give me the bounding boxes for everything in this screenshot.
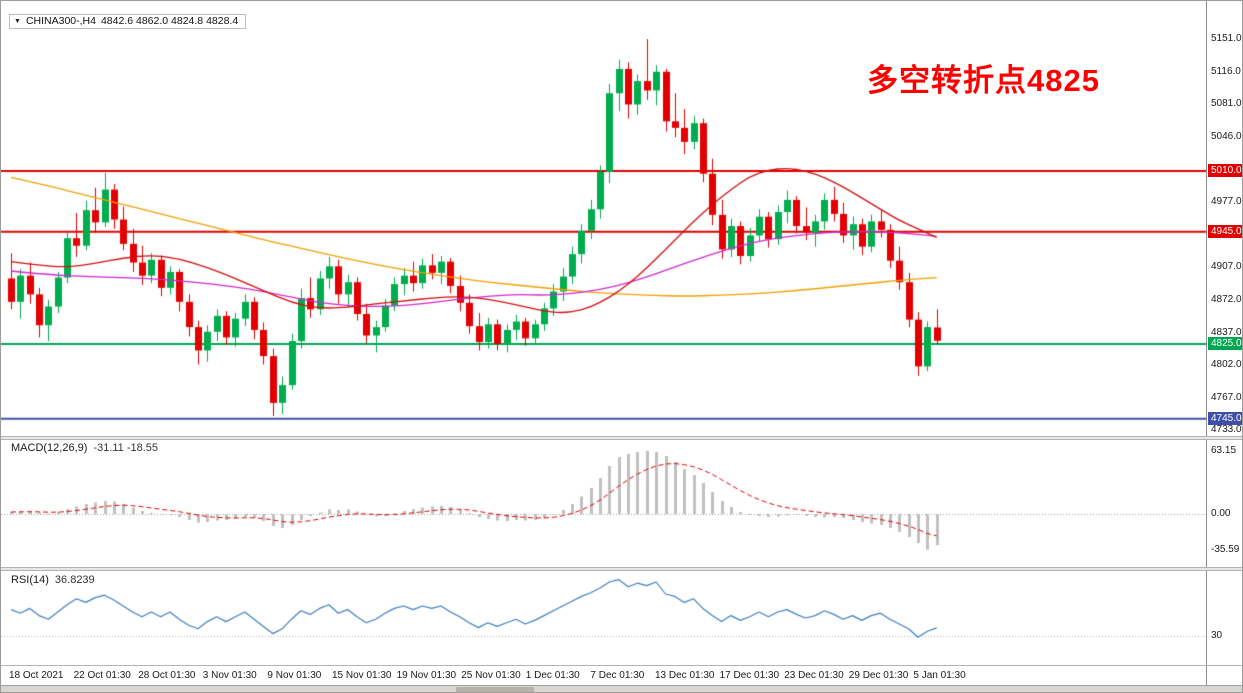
- price-level-badge: 5010.0: [1208, 163, 1242, 177]
- price-axis-label: 4977.0: [1211, 195, 1242, 207]
- macd-axis-label: 63.15: [1211, 444, 1237, 456]
- time-axis-label: 23 Dec 01:30: [784, 670, 844, 681]
- price-level-badge: 4825.0: [1208, 336, 1242, 350]
- horizontal-scrollbar[interactable]: [1, 685, 1242, 692]
- macd-current-values: -31.11 -18.55: [93, 442, 159, 454]
- symbol-info-bar[interactable]: ▼ CHINA300-,H4 4842.6 4862.0 4824.8 4828…: [9, 14, 247, 29]
- macd-axis-label: -35.59: [1211, 543, 1240, 555]
- price-axis-label: 4872.0: [1211, 293, 1242, 305]
- time-axis-separator: [1, 665, 1242, 666]
- rsi-indicator-label: RSI(14) 36.8239: [11, 574, 95, 586]
- time-axis-label: 1 Dec 01:30: [525, 670, 580, 681]
- time-axis-label: 28 Oct 01:30: [138, 670, 196, 681]
- time-axis-label: 19 Nov 01:30: [396, 670, 457, 681]
- time-axis-label: 9 Nov 01:30: [267, 670, 322, 681]
- time-axis-label: 15 Nov 01:30: [332, 670, 392, 681]
- price-axis-label: 4907.0: [1211, 261, 1242, 273]
- macd-axis-label: 0.00: [1211, 508, 1231, 519]
- price-axis-label: 4733.0: [1211, 424, 1242, 435]
- time-axis-label: 3 Nov 01:30: [202, 670, 257, 681]
- symbol-name: CHINA300-,H4: [25, 15, 96, 27]
- annotation-text[interactable]: 多空转折点4825: [867, 63, 1100, 98]
- time-axis-label: 25 Nov 01:30: [461, 670, 521, 681]
- time-axis-label: 18 Oct 2021: [9, 670, 64, 681]
- scrollbar-thumb[interactable]: [456, 687, 534, 692]
- price-axis-label: 5116.0: [1211, 65, 1241, 77]
- price-axis-label: 4767.0: [1211, 392, 1242, 404]
- time-axis-label: 13 Dec 01:30: [655, 670, 715, 681]
- panel-splitter[interactable]: [1, 567, 1242, 571]
- time-axis-label: 7 Dec 01:30: [590, 670, 645, 681]
- rsi-name: RSI(14): [11, 574, 49, 586]
- symbol-ohlc-values: 4842.6 4862.0 4824.8 4828.4: [100, 15, 239, 27]
- rsi-current-value: 36.8239: [54, 574, 95, 586]
- time-axis-label: 17 Dec 01:30: [719, 670, 780, 681]
- price-level-badge: 4745.0: [1208, 411, 1242, 425]
- time-axis-label: 22 Oct 01:30: [73, 670, 131, 681]
- price-axis-label: 4837.0: [1211, 326, 1242, 338]
- rsi-axis-label: 30: [1211, 630, 1223, 641]
- price-level-badge: 4945.0: [1208, 224, 1242, 238]
- price-axis-label: 4802.0: [1211, 359, 1242, 371]
- price-axis-label: 5081.0: [1211, 98, 1242, 110]
- price-axis-label: 5046.0: [1211, 131, 1242, 143]
- dropdown-arrow-icon[interactable]: ▼: [14, 17, 21, 25]
- macd-indicator-label: MACD(12,26,9) -31.11 -18.55: [11, 442, 158, 454]
- macd-name: MACD(12,26,9): [11, 442, 88, 454]
- time-axis-label: 5 Jan 01:30: [913, 670, 966, 681]
- panel-splitter[interactable]: [1, 436, 1242, 440]
- time-axis[interactable]: 18 Oct 2021 22 Oct 01:30 28 Oct 01:30 3 Nov…: [1, 666, 1206, 685]
- price-axis-label: 5151.0: [1211, 33, 1242, 44]
- time-axis-label: 29 Dec 01:30: [848, 670, 909, 681]
- price-axis[interactable]: 5151.0 5116.0 5081.0 5046.0 4977.0 4907.0 4872…: [1206, 1, 1242, 685]
